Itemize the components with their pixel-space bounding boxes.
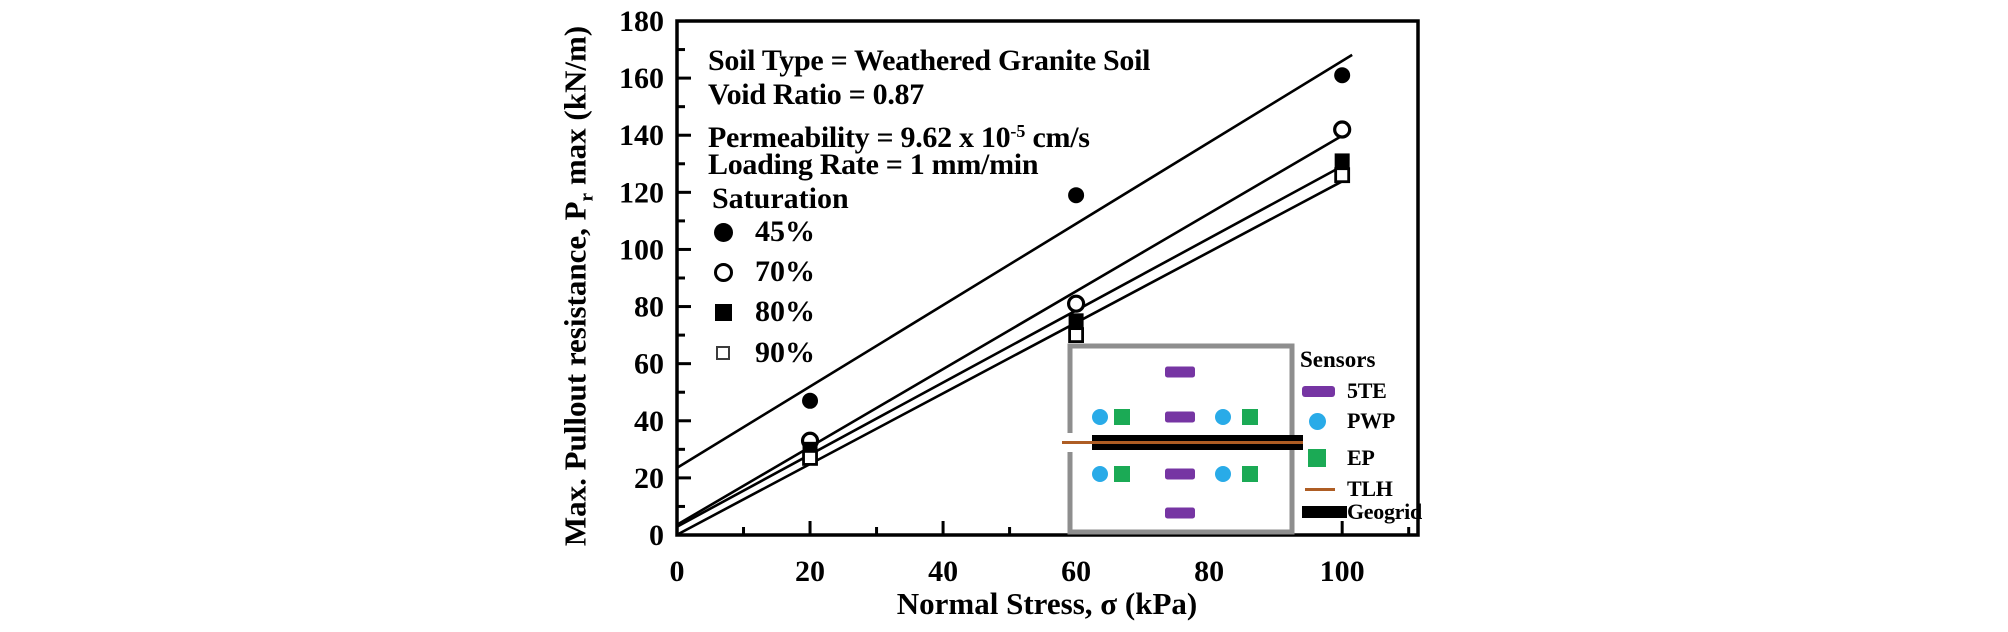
sensor-legend-label-5te: 5TE — [1347, 378, 1387, 403]
x-axis-tick-label: 100 — [1320, 555, 1365, 588]
legend-label-70: 70% — [755, 255, 815, 288]
annotation-permeability-exponent: -5 — [1010, 121, 1026, 141]
annotation-soil-type: Soil Type = Weathered Granite Soil — [708, 44, 1151, 77]
fit-line-90% — [676, 176, 1350, 536]
y-axis-tick-label: 100 — [619, 233, 664, 266]
annotation-loading-rate: Loading Rate = 1 mm/min — [708, 148, 1039, 181]
annotation-void-ratio: Void Ratio = 0.87 — [708, 78, 924, 111]
x-axis-title: Normal Stress, σ (kPa) — [896, 586, 1198, 621]
legend-item-70: 70% — [710, 255, 815, 288]
legend-label-45: 45% — [755, 215, 815, 248]
fit-line-45% — [676, 53, 1353, 470]
data-point-45% — [802, 392, 819, 409]
sensor-legend-label-geogrid: Geogrid — [1347, 499, 1422, 524]
y-axis-title-subscript: r — [576, 192, 598, 202]
data-point-45% — [1334, 67, 1351, 84]
y-axis-tick-label: 0 — [649, 519, 664, 552]
legend-item-90: 90% — [710, 336, 815, 369]
annotation-permeability-post: cm/s — [1025, 120, 1090, 154]
x-axis-tick-label: 40 — [928, 555, 958, 588]
legend-label-90: 90% — [755, 336, 815, 369]
y-axis-tick-label: 160 — [619, 62, 664, 95]
sensor-ep — [1114, 409, 1130, 425]
sensor-pwp — [1092, 409, 1108, 425]
x-axis-tick-label: 80 — [1194, 555, 1224, 588]
sensor-pwp — [1215, 409, 1231, 425]
legend-item-80: 80% — [710, 295, 815, 328]
y-axis-title-pre: Max. Pullout resistance, P — [557, 201, 593, 547]
sensor-legend-label-tlh: TLH — [1347, 476, 1393, 501]
y-axis-tick-label: 40 — [634, 405, 664, 438]
sensor-legend-item-5te: 5TE — [1300, 378, 1387, 404]
data-point-80% — [1334, 153, 1350, 169]
sensor-legend-item-ep: EP — [1300, 445, 1375, 471]
data-point-90% — [1334, 167, 1351, 184]
sensor-legend-label-ep: EP — [1347, 445, 1375, 470]
y-axis-title: Max. Pullout resistance, Pr max (kN/m) — [558, 26, 599, 546]
sensor-legend-label-pwp: PWP — [1347, 408, 1395, 433]
annotation-permeability: Permeability = 9.62 x 10-5 cm/s — [708, 114, 1090, 155]
data-point-80% — [1068, 313, 1084, 329]
sensor-5te — [1165, 507, 1195, 519]
data-point-70% — [1333, 120, 1352, 139]
sensor-legend-item-geogrid: Geogrid — [1300, 499, 1422, 525]
legend-label-80: 80% — [755, 295, 815, 328]
sensor-ep — [1242, 409, 1258, 425]
sensor-ep — [1242, 466, 1258, 482]
fit-line-70% — [676, 132, 1347, 526]
x-axis-tick-label: 20 — [795, 555, 825, 588]
y-axis-title-post: max (kN/m) — [557, 25, 593, 193]
y-axis-tick-label: 180 — [619, 5, 664, 38]
open-circle-marker-icon — [714, 262, 733, 282]
x-axis-tick-label: 0 — [670, 555, 685, 588]
data-point-90% — [1068, 327, 1085, 344]
sensors-legend-title: Sensors — [1300, 347, 1376, 372]
y-axis-tick-label: 140 — [619, 119, 664, 152]
sensor-legend-item-tlh: TLH — [1300, 476, 1393, 502]
y-axis-tick-label: 60 — [634, 348, 664, 381]
filled-circle-marker-icon — [714, 222, 733, 242]
sensor-ep — [1114, 466, 1130, 482]
pwp-sensor-icon — [1309, 412, 1326, 430]
x-axis-tick-label: 60 — [1061, 555, 1091, 588]
5te-sensor-icon — [1302, 385, 1335, 397]
fit-line-80% — [676, 163, 1347, 528]
data-point-90% — [802, 449, 818, 466]
data-point-70% — [1067, 294, 1086, 313]
y-axis-tick-label: 80 — [634, 291, 664, 324]
saturation-legend-title: Saturation — [712, 182, 849, 215]
sensor-legend-item-pwp: PWP — [1300, 408, 1395, 434]
sensor-5te — [1165, 366, 1195, 378]
sensor-5te — [1165, 468, 1195, 480]
geogrid-icon — [1302, 506, 1347, 518]
annotation-permeability-pre: Permeability = 9.62 x 10 — [708, 120, 1011, 154]
open-square-marker-icon — [716, 346, 730, 360]
tlh-line-icon — [1305, 487, 1335, 491]
legend-item-45: 45% — [710, 215, 815, 248]
sensor-pwp — [1215, 466, 1231, 482]
sensor-5te — [1165, 411, 1195, 423]
y-axis-tick-label: 20 — [634, 462, 664, 495]
y-axis-tick-label: 120 — [619, 176, 664, 209]
ep-sensor-icon — [1308, 449, 1326, 467]
sensor-pwp — [1092, 466, 1108, 482]
filled-square-marker-icon — [715, 303, 732, 321]
data-point-45% — [1068, 187, 1085, 204]
